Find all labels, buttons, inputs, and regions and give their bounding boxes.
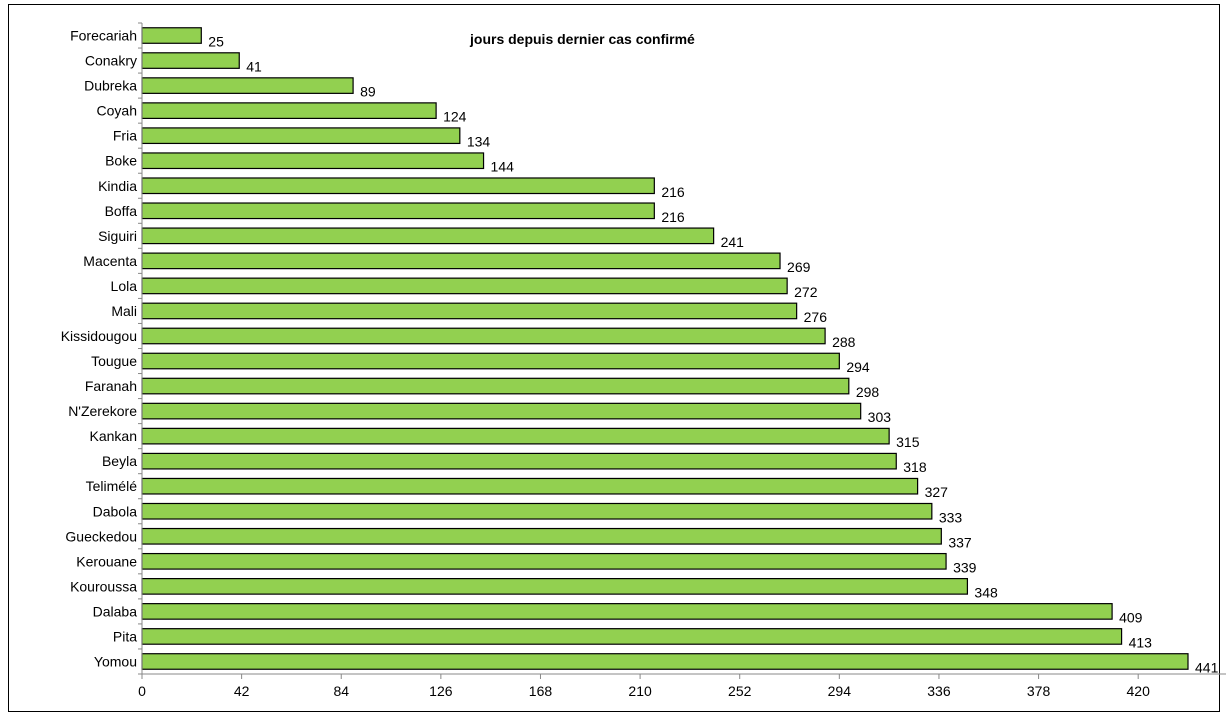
bar-2 (141, 52, 240, 69)
value-label-11: 272 (794, 284, 818, 300)
value-label-3: 89 (360, 84, 376, 100)
bar-5 (141, 127, 461, 145)
value-label-14: 294 (846, 359, 870, 375)
bar-14 (141, 352, 840, 370)
category-label-14: Tougue (91, 353, 137, 369)
value-label-16: 303 (868, 409, 892, 425)
bar-19 (141, 477, 919, 495)
category-labels: Forecariah Conakry Dubreka Coyah Fria Boke Kin… (61, 28, 137, 670)
category-label-16: N'Zerekore (68, 403, 137, 419)
value-label-10: 269 (787, 259, 811, 275)
value-label-8: 216 (661, 209, 685, 225)
category-label-17: Kankan (90, 428, 137, 444)
value-label-12: 276 (804, 309, 828, 325)
category-label-10: Macenta (83, 253, 137, 269)
axes: 0 42 84 126 168 210 252 294 336 378 420 (138, 22, 1226, 699)
x-tick-label-126: 126 (429, 683, 453, 699)
bar-6 (141, 152, 485, 170)
bar-17 (141, 427, 890, 445)
category-label-9: Siguiri (98, 228, 137, 244)
bar-13 (141, 327, 826, 345)
x-tick-label-42: 42 (234, 683, 250, 699)
category-label-5: Fria (113, 128, 137, 144)
value-label-4: 124 (443, 109, 467, 125)
bar-22 (141, 552, 947, 570)
bar-9 (141, 227, 715, 245)
bar-16 (141, 402, 862, 420)
category-label-13: Kissidougou (61, 328, 137, 344)
value-label-15: 298 (856, 384, 880, 400)
value-label-21: 337 (948, 534, 972, 550)
x-tick-label-294: 294 (828, 683, 852, 699)
category-label-25: Pita (113, 628, 137, 644)
value-label-13: 288 (832, 334, 856, 350)
bar-26 (141, 653, 1189, 670)
value-label-18: 318 (903, 459, 927, 475)
value-label-26: 441 (1195, 659, 1219, 675)
value-label-7: 216 (661, 184, 685, 200)
value-label-6: 144 (491, 159, 515, 175)
category-label-18: Beyla (102, 453, 137, 469)
category-label-20: Dabola (93, 503, 138, 519)
value-label-22: 339 (953, 559, 977, 575)
bar-18 (141, 452, 897, 470)
category-label-1: Forecariah (70, 28, 137, 44)
bar-21 (141, 527, 942, 545)
value-label-23: 348 (974, 584, 998, 600)
bar-12 (141, 302, 798, 320)
category-label-6: Boke (105, 153, 137, 169)
value-label-24: 409 (1119, 609, 1143, 625)
category-label-22: Kerouane (76, 553, 137, 569)
category-label-2: Conakry (85, 53, 137, 69)
bars-group (141, 27, 1189, 670)
category-label-3: Dubreka (84, 78, 137, 94)
value-label-19: 327 (925, 484, 949, 500)
bar-1 (141, 27, 202, 44)
value-label-5: 134 (467, 134, 491, 150)
category-label-19: Telimélé (86, 478, 138, 494)
x-tick-label-336: 336 (927, 683, 951, 699)
bar-3 (141, 77, 354, 94)
value-label-9: 241 (721, 234, 745, 250)
category-label-21: Gueckedou (65, 528, 137, 544)
category-label-11: Lola (111, 278, 138, 294)
bar-10 (141, 252, 781, 270)
chart-title: jours depuis dernier cas confirmé (469, 31, 695, 47)
x-tick-label-378: 378 (1027, 683, 1051, 699)
category-label-15: Faranah (85, 378, 137, 394)
category-label-4: Coyah (97, 103, 137, 119)
category-label-23: Kouroussa (70, 578, 137, 594)
category-label-7: Kindia (98, 178, 137, 194)
category-label-12: Mali (111, 303, 137, 319)
value-label-1: 25 (208, 34, 224, 50)
value-label-20: 333 (939, 509, 963, 525)
bar-20 (141, 502, 933, 520)
bar-8 (141, 202, 655, 220)
category-label-24: Dalaba (93, 603, 138, 619)
value-label-17: 315 (896, 434, 920, 450)
x-tick-label-168: 168 (529, 683, 553, 699)
bar-4 (141, 102, 437, 119)
x-tick-label-420: 420 (1127, 683, 1151, 699)
x-tick-label-252: 252 (728, 683, 752, 699)
x-tick-label-210: 210 (628, 683, 652, 699)
category-label-8: Boffa (105, 203, 138, 219)
value-label-25: 413 (1129, 634, 1153, 650)
value-label-2: 41 (246, 59, 262, 75)
bar-24 (141, 603, 1113, 620)
category-label-26: Yomou (94, 653, 137, 669)
bar-11 (141, 277, 788, 295)
bar-7 (141, 177, 655, 195)
bar-15 (141, 377, 850, 395)
x-tick-label-84: 84 (333, 683, 349, 699)
bar-23 (141, 578, 969, 595)
bar-25 (141, 628, 1123, 645)
x-tick-label-0: 0 (138, 683, 146, 699)
